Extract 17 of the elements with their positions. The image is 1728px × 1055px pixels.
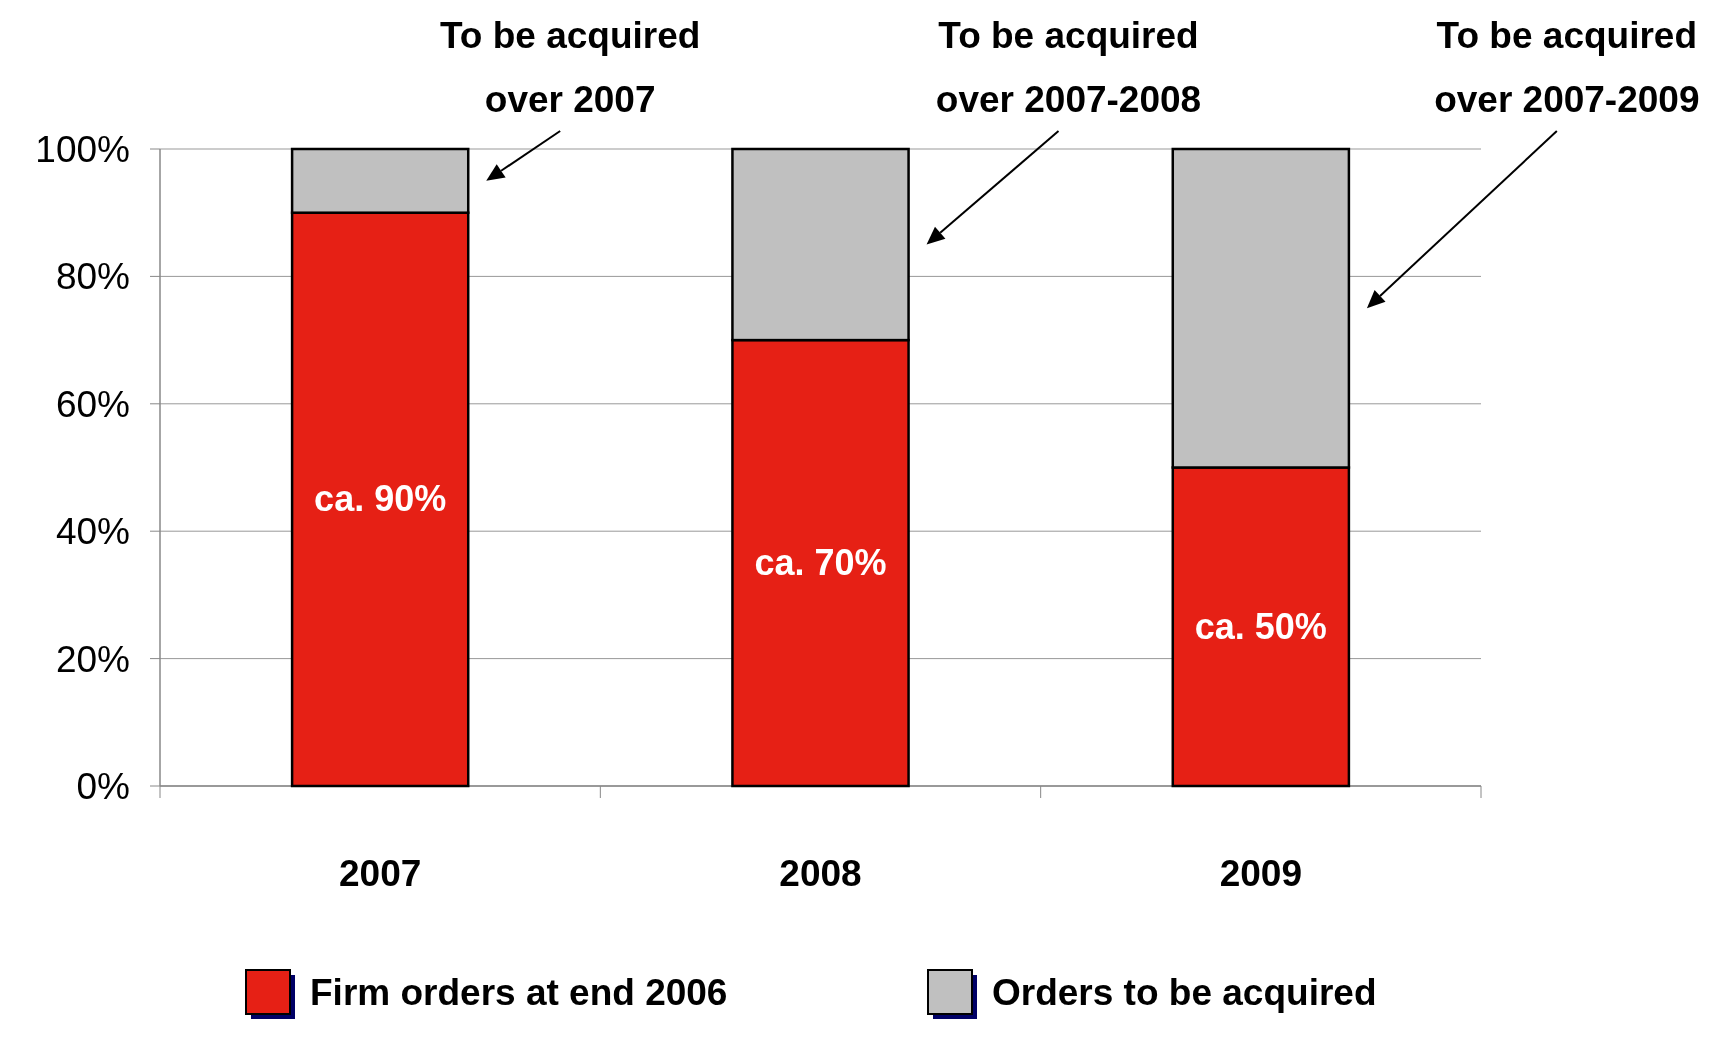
y-tick-label: 0% <box>76 766 130 807</box>
legend-label: Firm orders at end 2006 <box>310 972 728 1013</box>
text: To be acquired over 2007-2009 <box>1434 15 1700 120</box>
data-label: ca. 90% <box>314 478 447 520</box>
data-label: ca. 50% <box>1194 605 1327 647</box>
text: To be acquired over 2007-2008 <box>935 15 1202 120</box>
y-tick-label: 40% <box>55 511 130 553</box>
y-tick-label: 20% <box>55 638 130 680</box>
legend-label: Orders to be acquired <box>992 972 1377 1013</box>
y-tick-label: 80% <box>55 256 130 298</box>
data-label: ca. 70% <box>754 542 887 584</box>
x-tick-label: 2007 <box>339 853 422 894</box>
y-tick-label: 100% <box>35 129 130 170</box>
text: To be acquired over 2007 <box>439 15 701 120</box>
x-tick-label: 2009 <box>1219 853 1302 894</box>
x-tick-label: 2008 <box>779 853 862 894</box>
y-tick-label: 60% <box>55 383 130 425</box>
